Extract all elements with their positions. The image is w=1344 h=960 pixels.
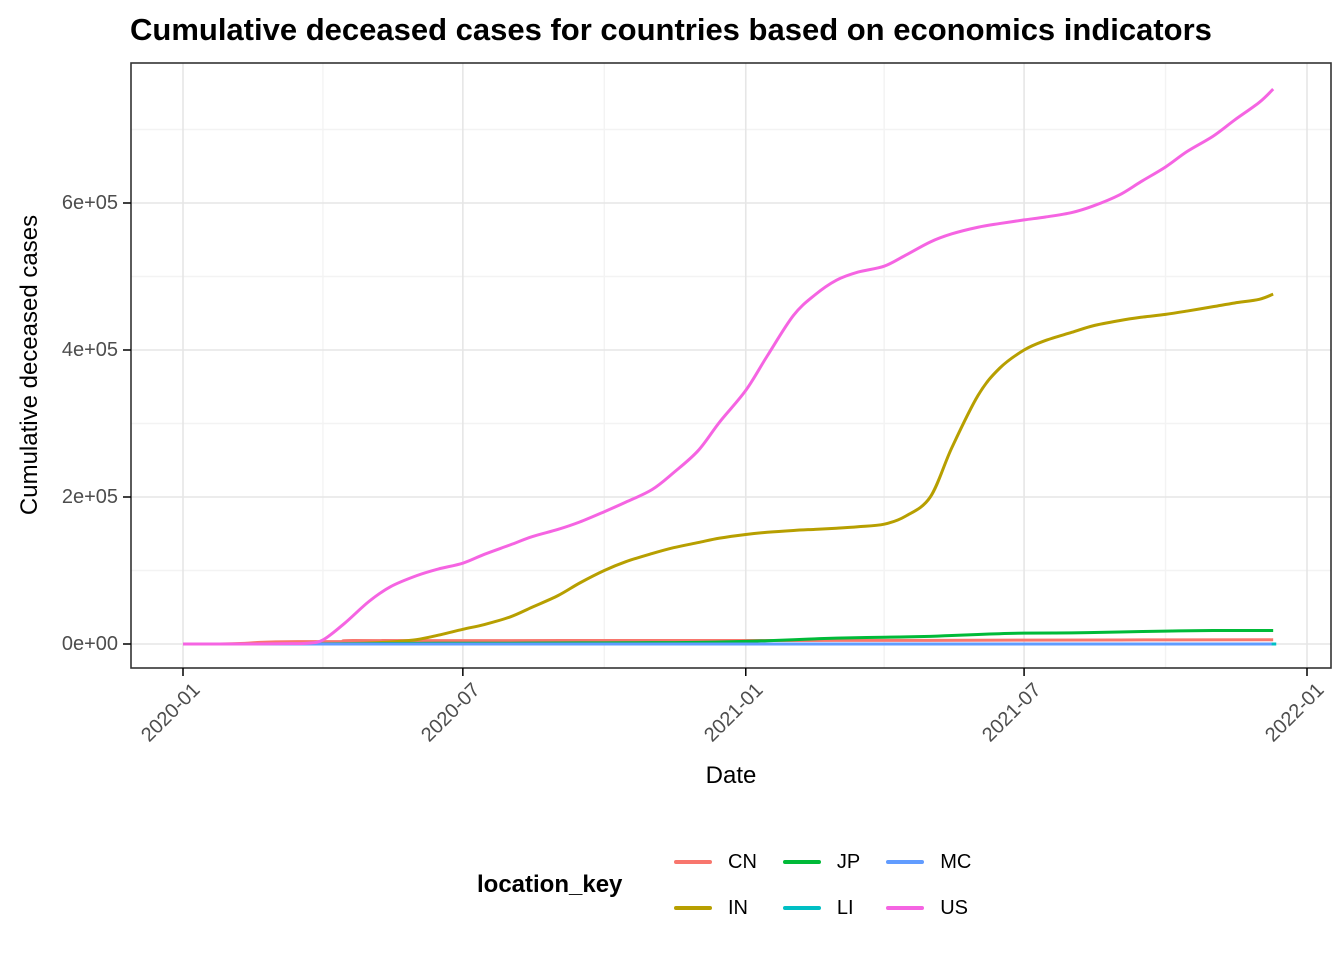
legend-item-MC: MC [886, 839, 971, 885]
legend-title: location_key [477, 871, 623, 898]
panel-border [130, 62, 1332, 669]
legend-label: JP [836, 850, 861, 873]
legend-item-IN: IN [674, 885, 757, 931]
legend-item-CN: CN [674, 839, 757, 885]
legend-label: IN [728, 896, 748, 919]
legend-label: CN [728, 850, 757, 873]
legend-key-line-US [886, 906, 925, 910]
legend: CN IN JP LI MC US [674, 839, 971, 931]
legend-key-line-MC [886, 860, 925, 864]
legend-label: MC [940, 850, 972, 873]
series-line-IN [182, 292, 1274, 646]
legend-item-LI: LI [782, 885, 860, 931]
legend-key-line-CN [674, 860, 712, 864]
legend-key-line-JP [782, 860, 821, 864]
x-axis-title: Date [705, 762, 757, 789]
y-tick-label: 0e+00 [61, 633, 118, 655]
y-tick-label: 2e+05 [61, 486, 118, 508]
legend-item-US: US [886, 885, 971, 931]
legend-label: LI [836, 896, 854, 919]
chart-title: Cumulative deceased cases for countries … [130, 12, 1212, 47]
y-axis-title: Cumulative deceased cases [16, 214, 43, 516]
legend-key-line-LI [782, 906, 821, 910]
y-tick-label: 4e+05 [61, 339, 118, 361]
legend-item-JP: JP [782, 839, 861, 885]
legend-key-line-IN [674, 906, 712, 910]
y-tick-label: 6e+05 [61, 192, 118, 214]
series-line-US [182, 87, 1275, 646]
legend-label: US [940, 896, 969, 919]
